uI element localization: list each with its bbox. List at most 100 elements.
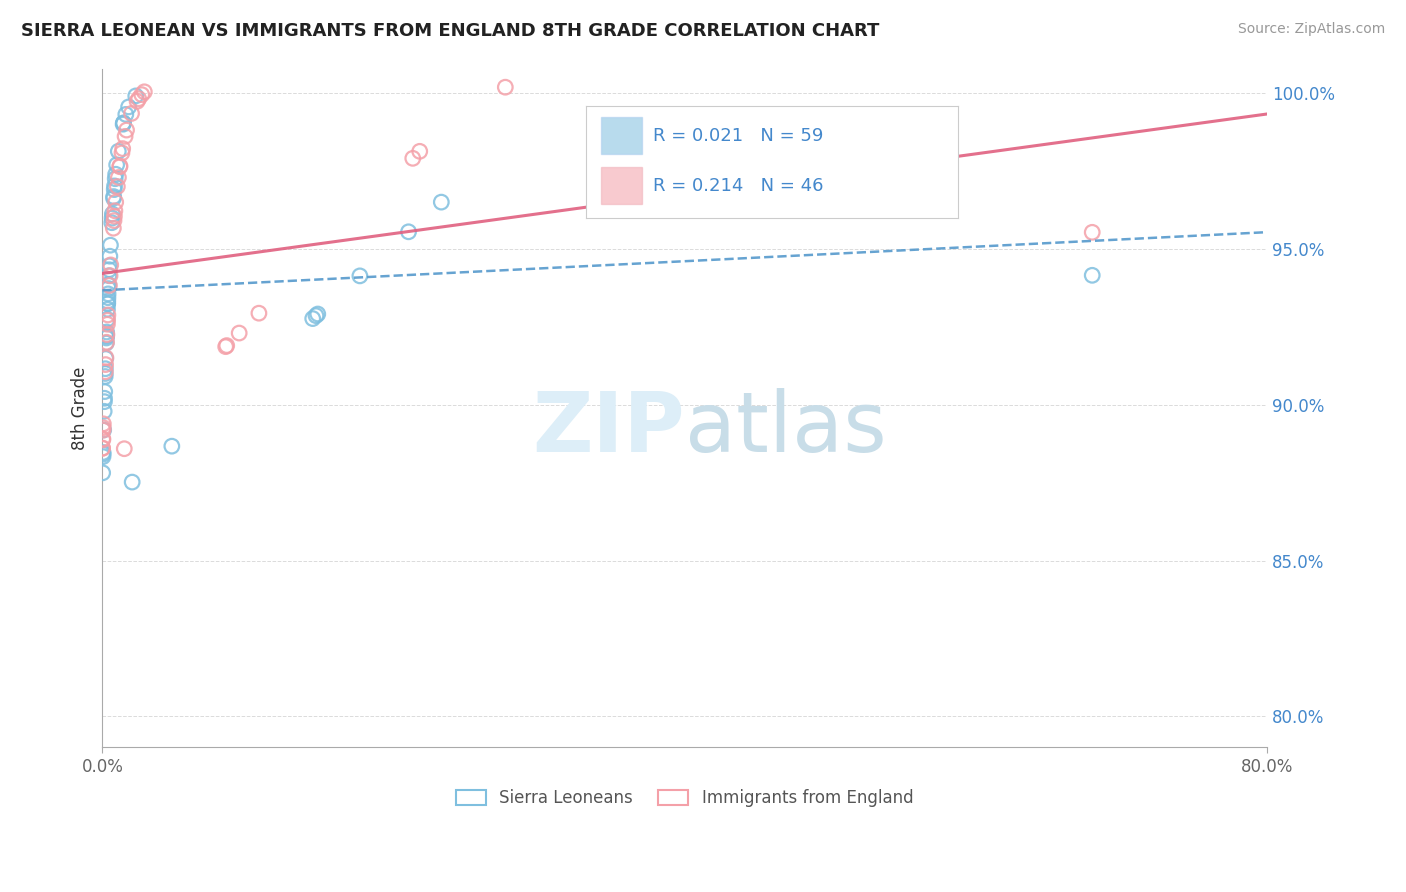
Point [94, 369, 117, 384]
Point [104, 203, 127, 218]
Point [96, 328, 118, 343]
Point [108, 160, 131, 174]
Point [131, 87, 153, 102]
Point [93, 417, 115, 431]
Point [430, 195, 453, 210]
Point [96, 325, 118, 339]
Point [673, 202, 696, 217]
Point [91, 420, 114, 434]
Point [105, 179, 128, 194]
Point [91, 466, 114, 480]
Point [215, 338, 238, 352]
Point [96, 327, 118, 342]
Text: SIERRA LEONEAN VS IMMIGRANTS FROM ENGLAND 8TH GRADE CORRELATION CHART: SIERRA LEONEAN VS IMMIGRANTS FROM ENGLAN… [21, 22, 880, 40]
Text: atlas: atlas [685, 388, 886, 469]
Point [349, 268, 371, 283]
Point [121, 106, 143, 120]
Legend: Sierra Leoneans, Immigrants from England: Sierra Leoneans, Immigrants from England [450, 782, 920, 814]
Point [97, 297, 120, 311]
Point [98, 259, 121, 273]
Point [97, 294, 120, 309]
Point [91, 450, 114, 464]
Point [105, 158, 128, 172]
Point [97, 313, 120, 327]
Point [125, 89, 148, 103]
Point [93, 394, 115, 409]
Point [247, 306, 270, 320]
Point [91, 445, 114, 459]
Point [94, 367, 117, 381]
Point [103, 189, 125, 203]
Point [96, 312, 118, 326]
Point [97, 277, 120, 292]
Point [97, 296, 120, 310]
Point [398, 225, 420, 239]
Point [97, 286, 120, 301]
Point [402, 151, 425, 165]
Point [94, 351, 117, 366]
Point [91, 441, 114, 455]
Point [301, 311, 323, 326]
Point [103, 209, 125, 223]
Point [96, 302, 118, 317]
Point [215, 340, 238, 354]
Point [97, 308, 120, 322]
Point [127, 95, 149, 109]
Point [117, 100, 139, 114]
Y-axis label: 8th Grade: 8th Grade [72, 367, 89, 450]
Point [91, 432, 114, 446]
Point [112, 116, 135, 130]
Point [103, 183, 125, 197]
Point [103, 213, 125, 227]
Point [98, 268, 121, 283]
Point [96, 329, 118, 343]
Point [97, 268, 120, 283]
Point [114, 129, 136, 144]
Point [100, 258, 122, 272]
Text: Source: ZipAtlas.com: Source: ZipAtlas.com [1237, 22, 1385, 37]
Point [112, 117, 135, 131]
Point [96, 335, 118, 350]
Point [100, 238, 122, 252]
Point [128, 92, 150, 106]
Point [97, 282, 120, 296]
Text: ZIP: ZIP [531, 388, 685, 469]
Point [101, 207, 124, 221]
Point [94, 361, 117, 376]
Point [1081, 225, 1104, 239]
Point [104, 167, 127, 181]
Point [93, 423, 115, 437]
Point [114, 107, 136, 121]
Point [121, 475, 143, 489]
Point [107, 170, 129, 185]
Point [91, 433, 114, 447]
Point [97, 277, 120, 292]
Point [228, 326, 250, 340]
Point [98, 262, 121, 277]
Point [96, 318, 118, 332]
Point [96, 336, 118, 351]
Point [94, 358, 117, 372]
Point [111, 145, 134, 160]
Point [103, 191, 125, 205]
Point [1081, 268, 1104, 283]
Point [108, 159, 131, 173]
Point [111, 142, 134, 156]
Point [91, 447, 114, 461]
Point [101, 211, 124, 226]
Point [134, 85, 156, 99]
Point [160, 439, 183, 453]
Point [98, 278, 121, 293]
Point [494, 80, 516, 95]
Point [94, 365, 117, 379]
Point [93, 384, 115, 399]
Point [91, 442, 114, 456]
Point [307, 307, 329, 321]
Point [409, 145, 432, 159]
Point [112, 442, 135, 456]
Point [112, 116, 135, 130]
Point [104, 171, 127, 186]
Point [97, 291, 120, 305]
Point [94, 351, 117, 365]
Point [305, 309, 328, 323]
